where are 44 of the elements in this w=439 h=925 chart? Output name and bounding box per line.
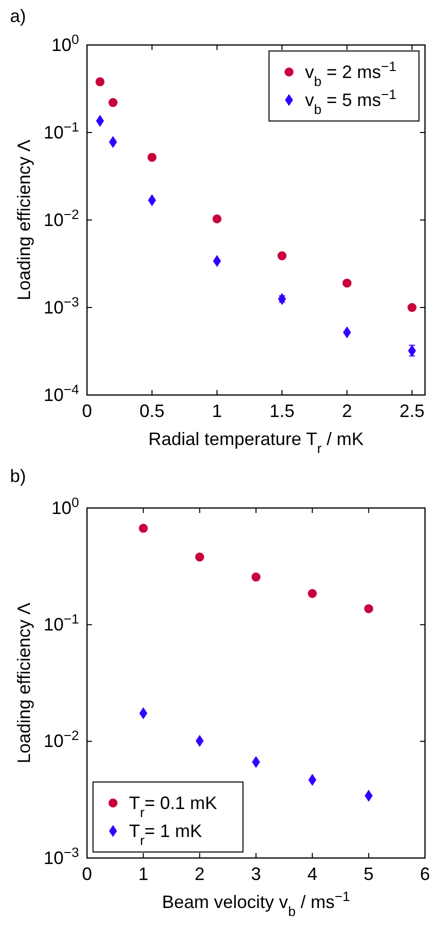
point: [278, 251, 286, 260]
x-tick-label: 6: [420, 864, 430, 884]
y-tick-label: 10$^{−4}$: [44, 381, 80, 405]
x-tick-label: 2: [194, 864, 205, 884]
x-tick-label: 2: [342, 400, 352, 421]
legend-label: T$_{r}$= 0.1 mK: [129, 793, 218, 820]
legend-label: T$_{r}$= 1 mK: [129, 821, 202, 848]
y-tick-label: 10$^{−3}$: [44, 844, 79, 868]
y-axis-title: Loading efficiency Λ: [14, 602, 34, 764]
legend-label: v$_{b}$ = 5 ms$^{−1}$: [305, 86, 396, 116]
point: [308, 588, 317, 598]
y-tick-label: 10$^{0}$: [51, 494, 79, 518]
point: [342, 278, 352, 288]
x-axis-title: Beam velocity v$_{b}$ / ms$^{−1}$: [162, 888, 350, 918]
legend-label: v$_{b}$ = 2 ms$^{−1}$: [305, 58, 396, 88]
x-tick-label: 1: [138, 864, 148, 884]
y-axis-title: Loading efficiency Λ: [14, 140, 34, 300]
point: [96, 77, 104, 86]
y-tick-label: 10$^{−3}$: [44, 294, 79, 318]
x-tick-label: 1: [212, 400, 222, 421]
x-tick-label: 4: [307, 864, 318, 884]
point: [138, 524, 148, 533]
y-tick-label: 10$^{−1}$: [44, 118, 79, 142]
x-tick-label: 1.5: [269, 400, 295, 421]
y-tick-label: 10$^{0}$: [51, 31, 79, 55]
chart-title: b): [10, 466, 26, 486]
point: [148, 152, 156, 162]
point: [364, 604, 374, 614]
x-tick-label: 0: [82, 400, 92, 421]
y-tick-label: 10$^{−1}$: [44, 610, 79, 634]
x-tick-label: 0: [82, 864, 92, 884]
point: [408, 303, 416, 312]
y-tick-label: 10$^{−2}$: [44, 206, 79, 230]
x-tick-label: 3: [250, 864, 262, 884]
x-axis-title: Radial temperature T$_{r}$ / mK: [148, 429, 364, 456]
chart-title: a): [10, 6, 26, 26]
point: [195, 552, 204, 562]
y-tick-label: 10$^{−2}$: [44, 728, 79, 752]
point: [212, 214, 222, 224]
x-tick-label: 0.5: [139, 400, 165, 421]
point: [252, 572, 260, 582]
point: [108, 98, 118, 108]
x-tick-label: 2.5: [399, 400, 425, 421]
x-tick-label: 5: [364, 864, 374, 884]
